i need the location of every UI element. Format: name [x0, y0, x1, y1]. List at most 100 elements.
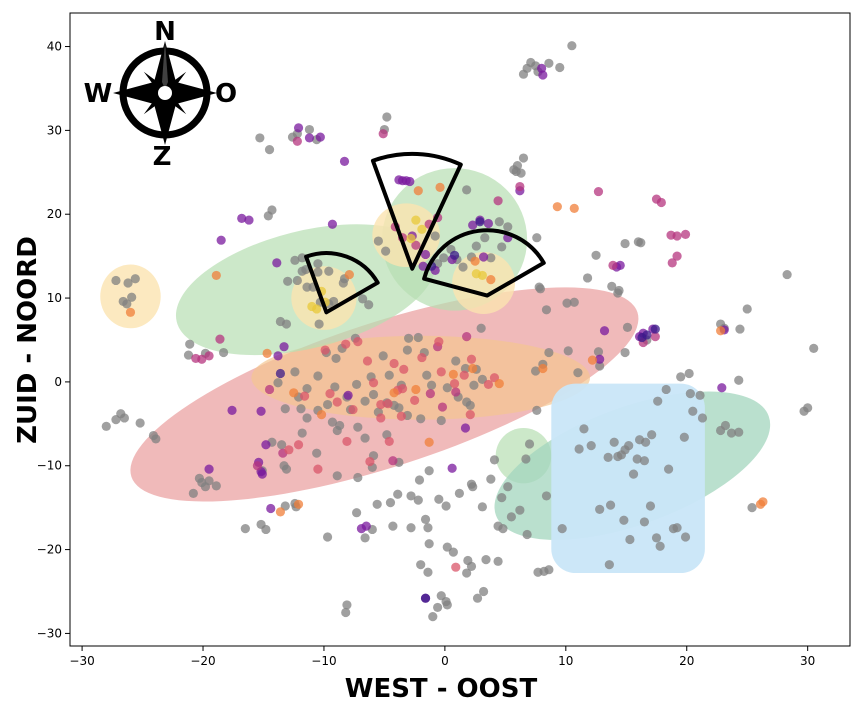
data-point [352, 508, 362, 518]
data-point [639, 456, 650, 466]
data-point [506, 512, 516, 522]
data-point [216, 235, 226, 245]
data-point [307, 301, 317, 312]
data-point [437, 402, 448, 412]
data-point [406, 523, 416, 533]
data-point [365, 456, 375, 467]
data-point [262, 348, 272, 358]
data-point [348, 404, 358, 415]
data-point [620, 347, 630, 358]
data-point [486, 474, 496, 484]
data-point [272, 258, 282, 268]
data-point [342, 436, 352, 447]
data-point [293, 123, 304, 133]
data-point [672, 231, 682, 241]
y-tick-label: 20 [47, 207, 62, 221]
x-tick-label: 30 [800, 654, 815, 668]
data-point [101, 421, 111, 431]
data-point [376, 399, 386, 410]
data-point [215, 334, 225, 344]
data-point [368, 378, 379, 388]
data-point [567, 41, 577, 51]
data-point [672, 523, 682, 533]
data-point [494, 378, 504, 389]
data-point [436, 415, 446, 426]
data-point [388, 521, 398, 531]
x-tick-label: 20 [679, 654, 694, 668]
data-point [396, 411, 406, 421]
data-point [697, 413, 708, 423]
data-point [399, 364, 409, 374]
data-point [628, 469, 639, 479]
data-point [607, 281, 617, 291]
data-point [315, 132, 325, 142]
data-point [252, 461, 263, 471]
data-point [676, 372, 686, 382]
data-point [378, 129, 388, 139]
data-point [279, 342, 289, 352]
data-point [498, 524, 508, 534]
data-point [416, 560, 426, 570]
data-point [275, 368, 286, 379]
data-point [603, 452, 613, 462]
wedge-marker [304, 251, 380, 315]
data-point [442, 600, 452, 610]
data-point [613, 288, 623, 298]
data-point [293, 499, 304, 509]
data-point [313, 371, 323, 381]
data-point [194, 473, 204, 483]
data-point [434, 337, 444, 347]
data-point [695, 390, 705, 400]
data-point [204, 351, 214, 361]
data-point [382, 112, 392, 122]
data-point [615, 260, 625, 270]
data-point [716, 326, 726, 336]
data-point [314, 319, 324, 329]
data-point [426, 380, 437, 390]
data-point [389, 388, 399, 398]
data-point [734, 427, 744, 437]
data-point [281, 319, 292, 329]
data-point [552, 202, 562, 212]
data-point [667, 258, 677, 268]
data-point [122, 299, 132, 309]
data-point [544, 347, 554, 358]
data-point [460, 423, 471, 433]
compass-east-label: O [215, 79, 237, 109]
data-point [448, 369, 458, 379]
data-point [329, 296, 339, 307]
data-point [411, 240, 421, 250]
data-point [292, 275, 302, 286]
x-tick-label: −10 [311, 654, 336, 668]
data-point [378, 351, 388, 361]
data-point [448, 547, 458, 557]
data-point [619, 515, 629, 525]
data-point [717, 383, 727, 393]
data-point [264, 384, 275, 395]
data-point [593, 186, 604, 197]
data-point [642, 330, 652, 340]
data-point [613, 451, 623, 462]
data-point [503, 482, 513, 492]
data-point [353, 422, 363, 432]
data-point [296, 404, 306, 414]
data-point [803, 403, 813, 413]
data-point [322, 399, 333, 410]
data-point [462, 332, 472, 342]
data-point [650, 332, 660, 342]
data-point [645, 501, 656, 511]
data-point [290, 255, 300, 265]
data-point [373, 236, 383, 246]
compass-south-label: Z [153, 142, 172, 172]
data-point [389, 358, 399, 369]
data-point [341, 607, 351, 618]
data-point [622, 322, 633, 333]
data-point [277, 440, 287, 450]
data-point [244, 215, 254, 225]
data-point [593, 347, 604, 357]
data-point [393, 489, 403, 499]
data-point [747, 503, 757, 513]
data-point [524, 439, 535, 449]
data-point [569, 297, 579, 307]
